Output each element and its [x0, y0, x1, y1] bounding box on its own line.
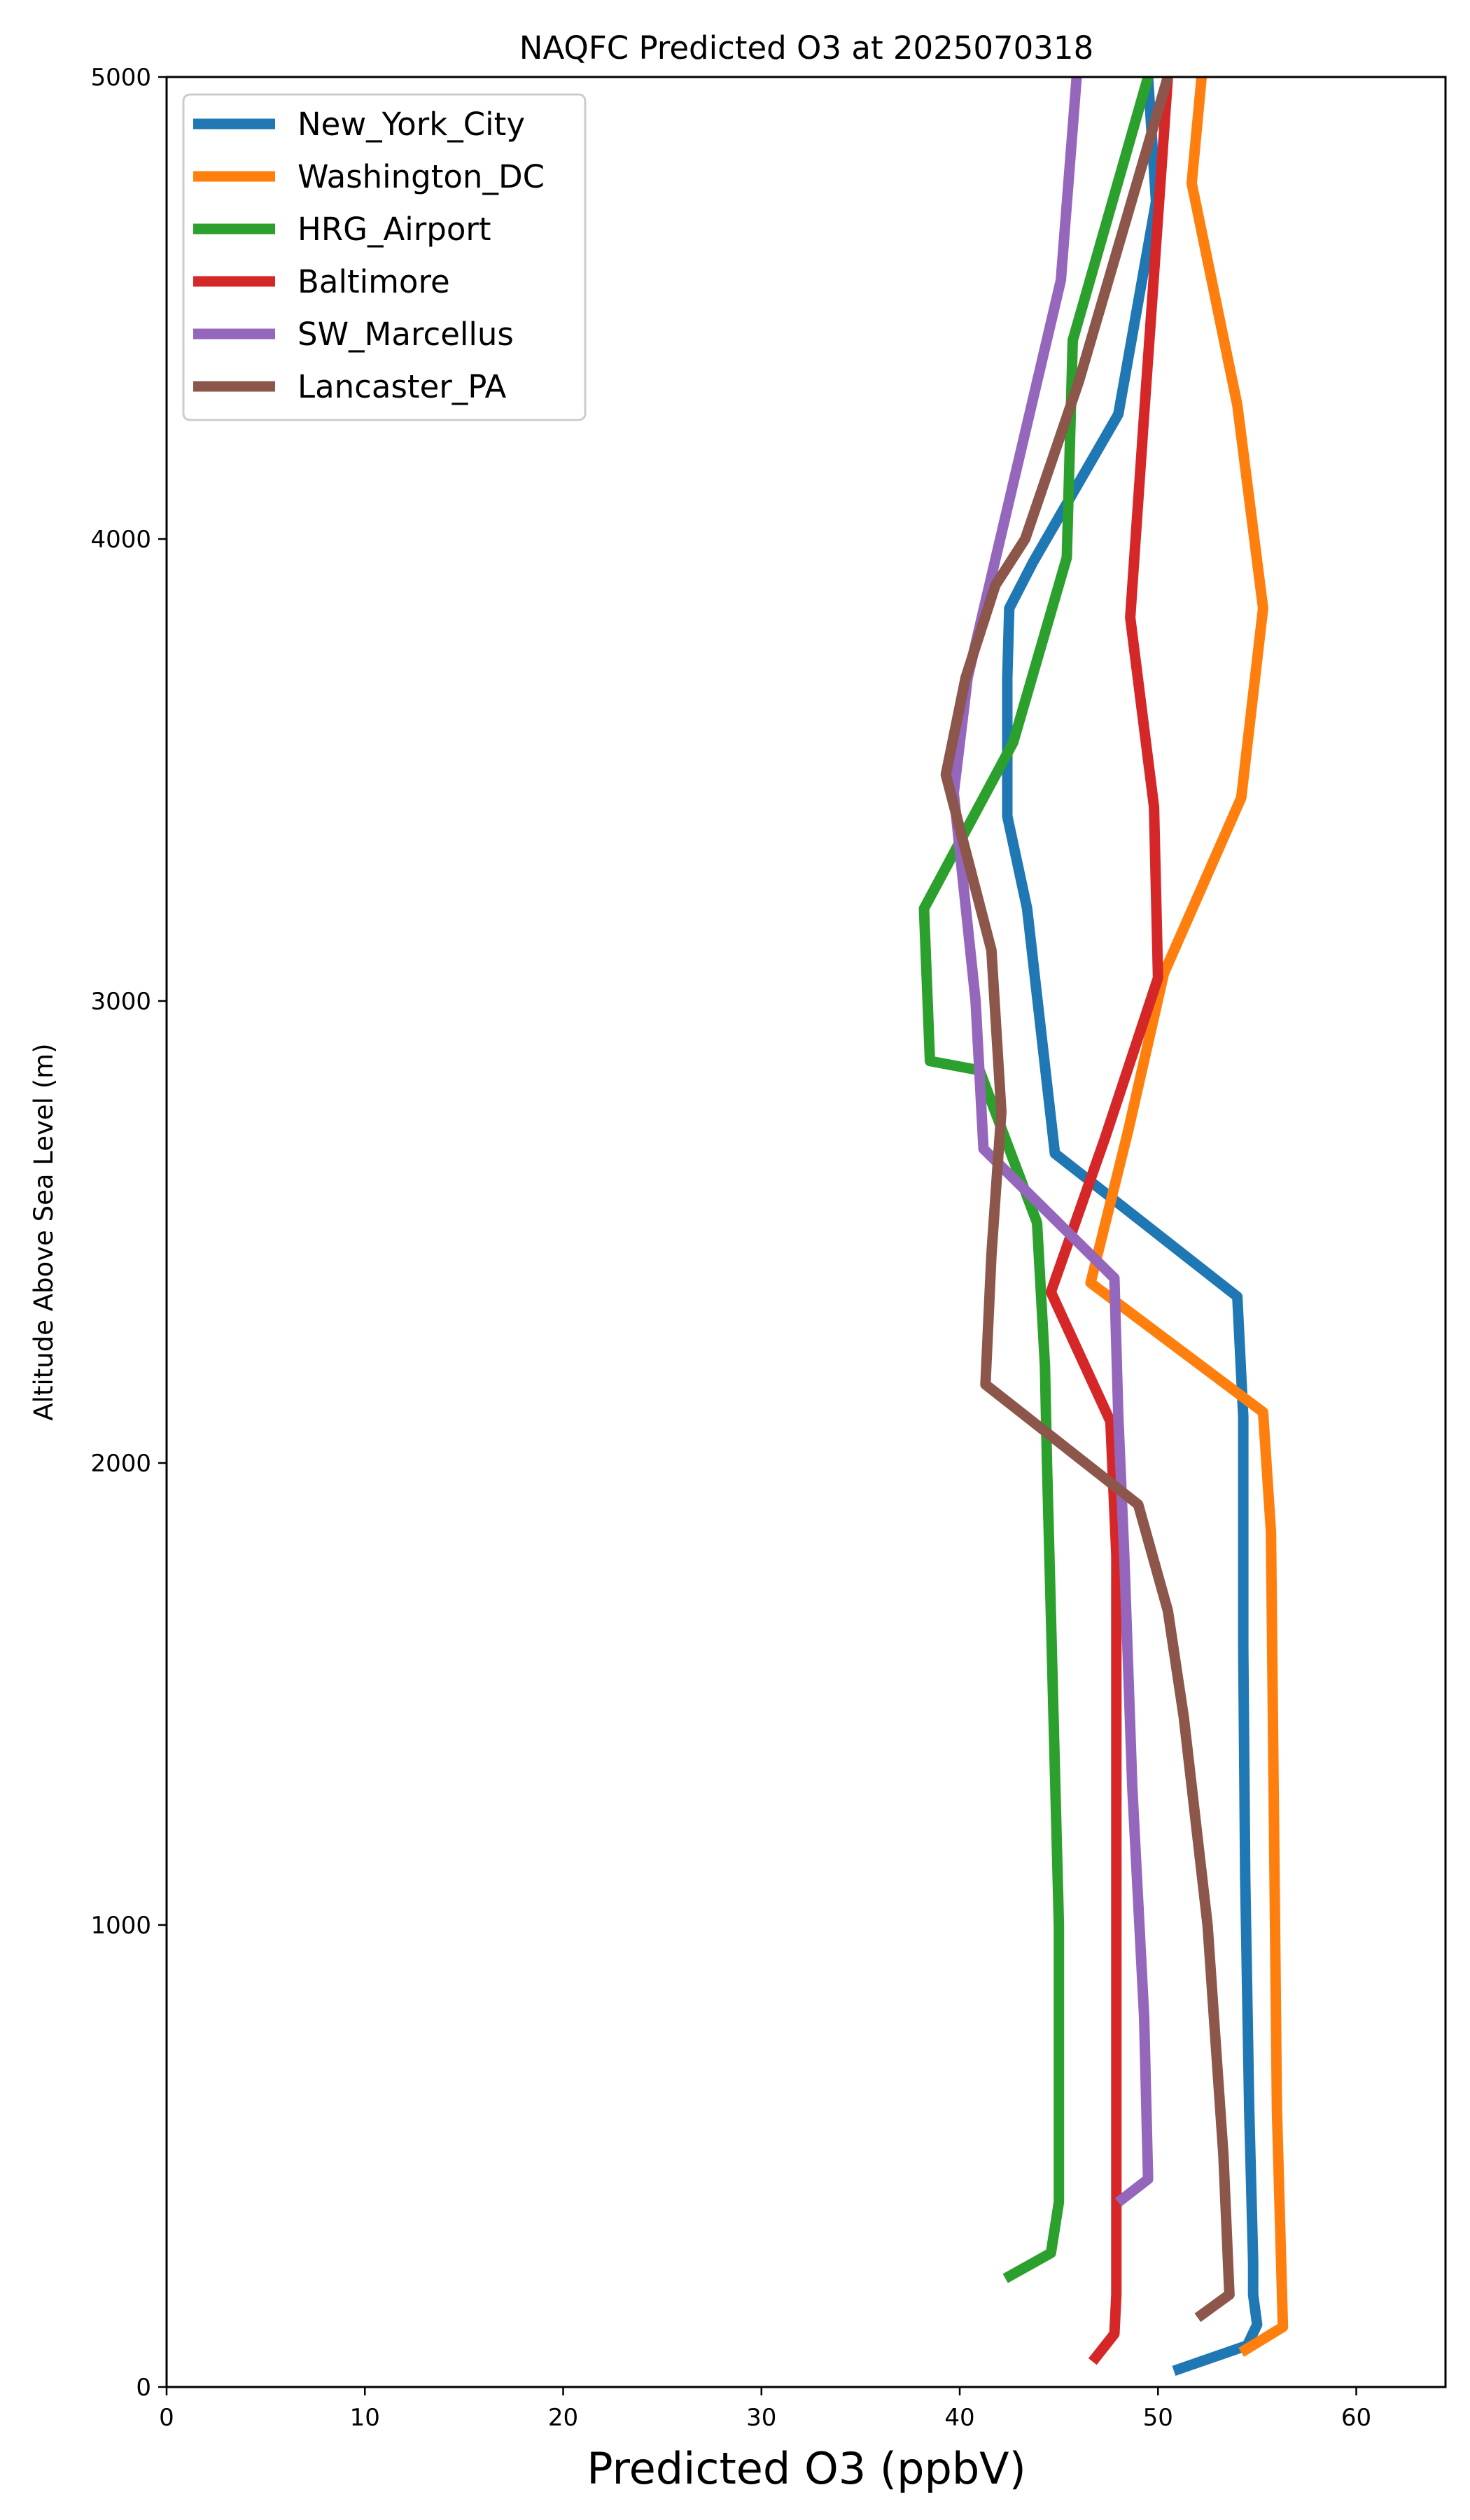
x-tick-label: 40: [944, 2404, 974, 2432]
legend-label-new-york-city: New_York_City: [298, 106, 525, 143]
series-line-washington-dc: [1085, 77, 1289, 2357]
y-tick-label: 3000: [90, 988, 151, 1016]
legend-box: [182, 93, 587, 421]
chart-title: NAQFC Predicted O3 at 2025070318: [519, 29, 1093, 66]
y-tick-label: 0: [136, 2374, 151, 2402]
legend-label-washington-dc: Washington_DC: [298, 158, 545, 195]
x-tick-label: 10: [350, 2404, 380, 2432]
series-line-lancaster-pa: [940, 77, 1235, 2323]
legend: New_York_City Washington_DC HRG_Airport Bal…: [182, 93, 587, 421]
x-tick-label: 30: [746, 2404, 776, 2432]
y-tick-label: 1000: [90, 1912, 151, 1940]
plot-frame: [165, 76, 1447, 2388]
x-tick-label: 50: [1143, 2404, 1173, 2432]
x-tick-label: 60: [1341, 2404, 1371, 2432]
series-line-baltimore: [1045, 77, 1173, 2365]
legend-label-lancaster-pa: Lancaster_PA: [298, 368, 507, 405]
y-axis: 0 1000 2000 3000 4000 5000: [90, 64, 167, 2402]
y-tick-label: 4000: [90, 526, 151, 554]
x-tick-label: 20: [548, 2404, 578, 2432]
x-axis: 0 10 20 30 40 50 60: [159, 2387, 1371, 2432]
legend-label-hrg-airport: HRG_Airport: [298, 211, 491, 248]
series-line-hrg-airport: [918, 77, 1154, 2283]
series-layer: [918, 77, 1289, 2376]
series-line-new-york-city: [1002, 77, 1263, 2376]
x-tick-label: 0: [159, 2404, 174, 2432]
legend-label-sw-marcellus: SW_Marcellus: [298, 316, 514, 353]
y-tick-label: 5000: [90, 64, 151, 92]
x-axis-label: Predicted O3 (ppbV): [587, 2443, 1026, 2494]
y-axis-label: Altitude Above Sea Level (m): [29, 1043, 59, 1420]
y-tick-label: 2000: [90, 1450, 151, 1478]
legend-label-baltimore: Baltimore: [298, 263, 450, 300]
